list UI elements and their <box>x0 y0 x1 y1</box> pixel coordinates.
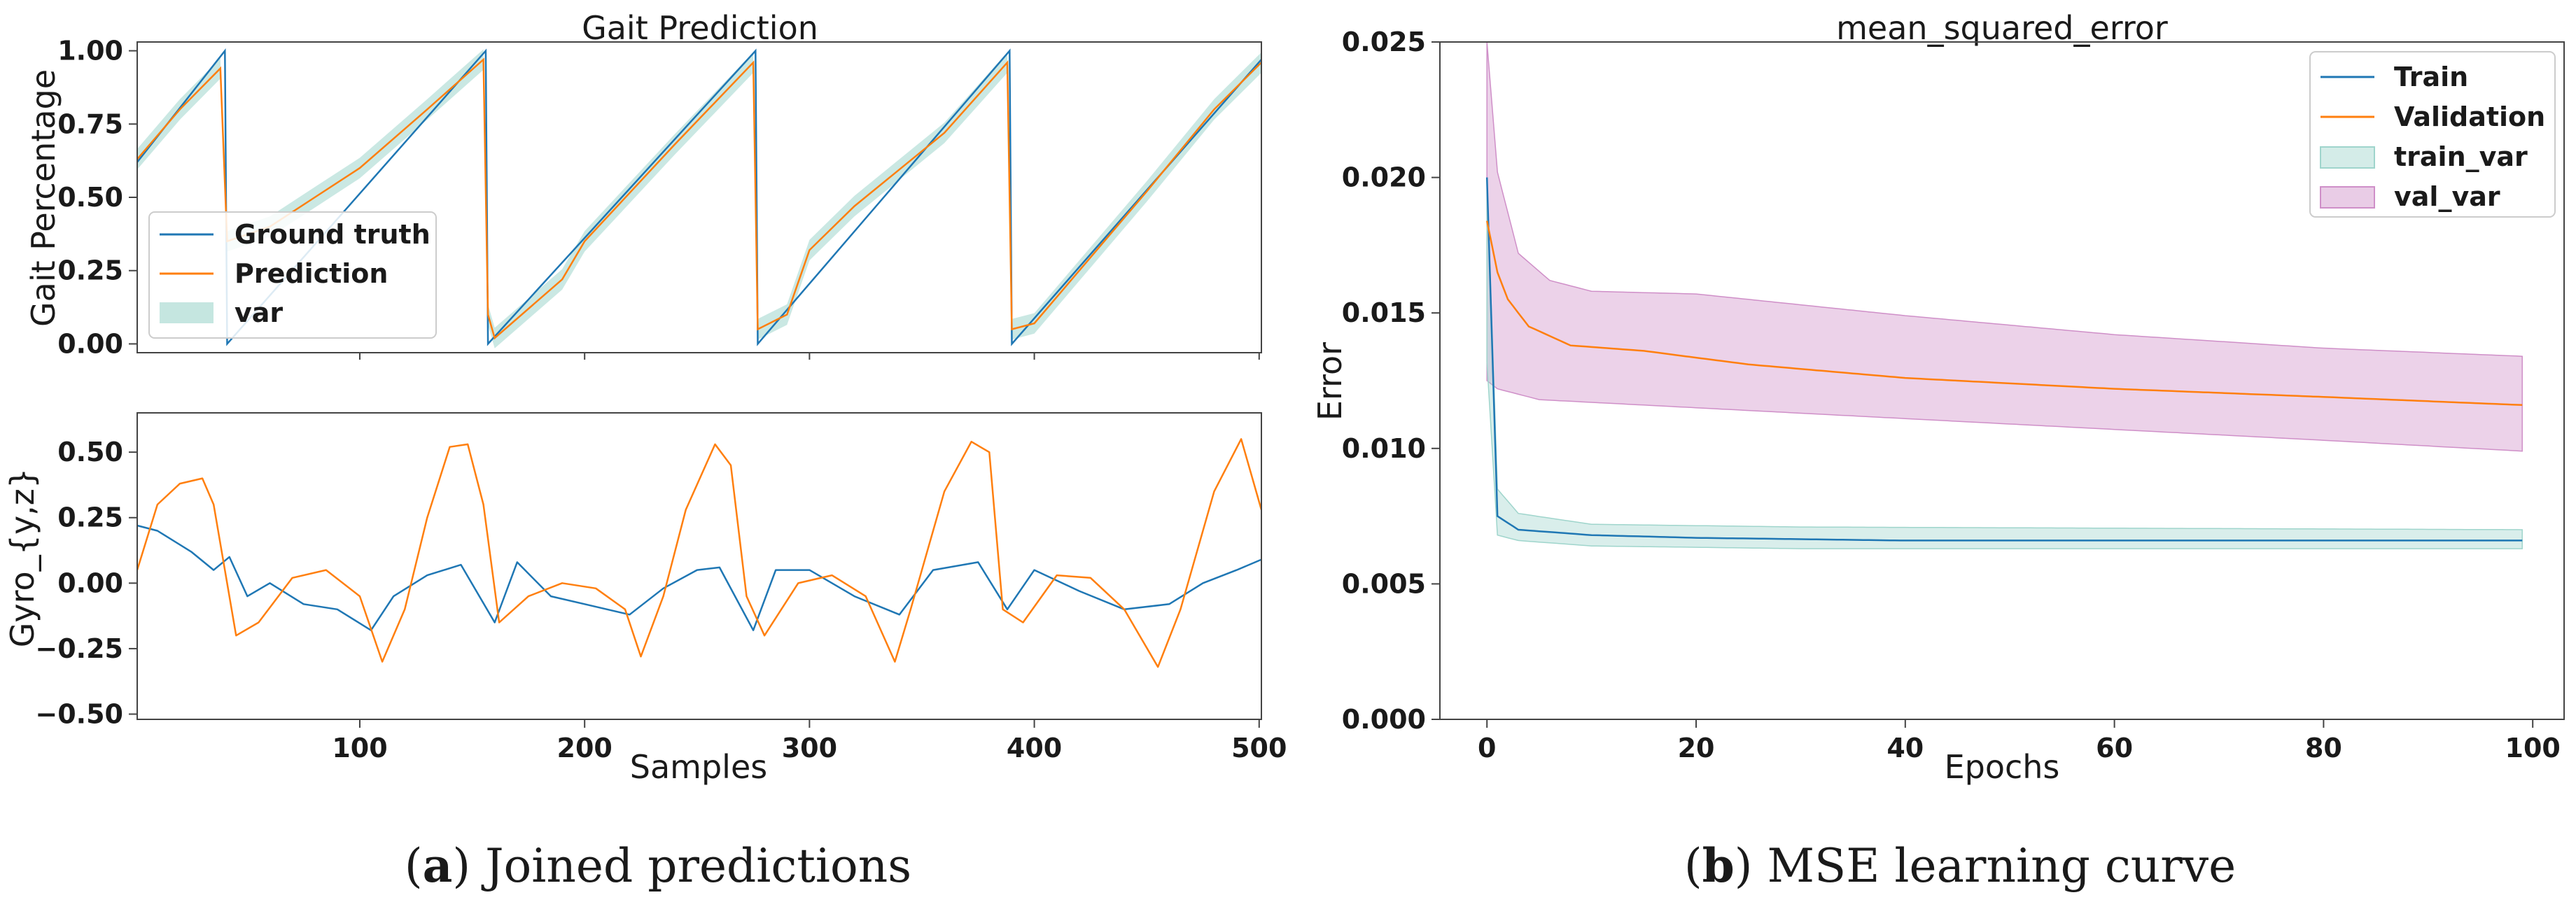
gyro-y-line <box>136 524 1262 631</box>
gyro-series-layer <box>136 438 1263 668</box>
y-tick-label: 0.000 <box>1342 704 1426 735</box>
y-tick-label: 0.50 <box>57 182 123 213</box>
y-tick-label: 0.00 <box>57 328 123 359</box>
gyro-axes-frame <box>136 412 1262 720</box>
x-tick-label: 0 <box>1478 733 1496 763</box>
gyro-plot: Gyro_{y,z} Samples −0.50 −0.25 0.00 0.25 0.5… <box>4 412 1287 786</box>
y-tick-label: 0.020 <box>1342 162 1426 193</box>
gait-legend: Ground truth Prediction var <box>148 211 437 339</box>
legend-label-train: Train <box>2394 62 2468 92</box>
gait-plot-title: Gait Prediction <box>582 9 818 47</box>
legend-label-train-var: train_var <box>2394 141 2528 172</box>
mse-legend-box <box>2309 51 2556 218</box>
y-tick-label: 0.00 <box>57 568 123 598</box>
y-tick-label: 0.75 <box>57 108 123 139</box>
mse-xlabel: Epochs <box>1945 748 2060 786</box>
mse-plot-title: mean_squared_error <box>1836 9 2168 47</box>
validation-line <box>1485 220 2523 407</box>
caption-a-text: ) Joined predictions <box>452 839 911 893</box>
legend-swatch-var <box>160 302 214 323</box>
gyro-z-line <box>136 438 1263 668</box>
caption-a-open: ( <box>405 839 423 893</box>
x-tick-label: 60 <box>2096 733 2133 763</box>
gyro-x-ticks: 100 200 300 400 500 <box>332 719 1287 763</box>
val-var-band <box>1486 41 2523 452</box>
gyro-ylabel: Gyro_{y,z} <box>4 468 41 647</box>
y-tick-label: −0.25 <box>35 633 123 664</box>
legend-label-prediction: Prediction <box>234 258 388 289</box>
gait-prediction-plot: Gait Prediction Gait Percentage 0.00 0.25… <box>24 9 1262 360</box>
gyro-xlabel: Samples <box>630 748 767 786</box>
gait-x-ticks <box>358 353 1260 360</box>
legend-swatch-val-var <box>2320 186 2375 209</box>
legend-label-ground-truth: Ground truth <box>234 219 430 250</box>
legend-label-val-var: val_var <box>2394 181 2500 212</box>
y-tick-label: 0.25 <box>57 502 123 533</box>
caption-b-letter: b <box>1702 838 1735 893</box>
x-tick-label: 20 <box>1678 733 1715 763</box>
caption-a-letter: a <box>423 838 453 893</box>
y-tick-label: 1.00 <box>57 36 123 66</box>
caption-b-open: ( <box>1684 839 1702 893</box>
gait-ylabel: Gait Percentage <box>24 69 62 327</box>
y-tick-label: 0.010 <box>1342 433 1426 464</box>
gait-axes-frame <box>136 41 1262 353</box>
legend-swatch-train-var <box>2320 146 2375 169</box>
x-tick-label: 100 <box>332 733 387 763</box>
x-tick-label: 400 <box>1007 733 1062 763</box>
mse-y-ticks: 0.000 0.005 0.010 0.015 0.020 0.025 <box>1342 27 1440 735</box>
legend-label-var: var <box>234 297 283 328</box>
x-tick-label: 40 <box>1886 733 1924 763</box>
y-tick-label: 0.025 <box>1342 27 1426 57</box>
y-tick-label: −0.50 <box>35 699 123 730</box>
mse-band-layer <box>1486 41 2523 549</box>
gait-var-band-layer <box>137 49 1261 348</box>
x-tick-label: 300 <box>782 733 837 763</box>
x-tick-label: 80 <box>2305 733 2342 763</box>
y-tick-label: 0.50 <box>57 437 123 467</box>
gait-var-band <box>137 49 1261 348</box>
x-tick-label: 200 <box>557 733 612 763</box>
y-tick-label: 0.005 <box>1342 568 1426 599</box>
train-line <box>1485 177 2523 542</box>
caption-b: (b) MSE learning curve <box>1684 838 2236 893</box>
gait-y-ticks: 0.00 0.25 0.50 0.75 1.00 <box>57 36 137 359</box>
x-tick-label: 500 <box>1231 733 1287 763</box>
mse-legend: Train Validation train_var val_var <box>2309 51 2556 218</box>
legend-label-validation: Validation <box>2394 101 2545 132</box>
mse-ylabel: Error <box>1311 342 1349 421</box>
gait-legend-box <box>148 211 437 339</box>
mse-series-layer <box>1485 177 2523 542</box>
caption-a: (a) Joined predictions <box>405 838 911 893</box>
caption-b-text: ) MSE learning curve <box>1735 839 2236 893</box>
y-tick-label: 0.25 <box>57 255 123 286</box>
mse-learning-curve-plot: mean_squared_error Error Epochs 0.0000.0… <box>1311 9 2565 786</box>
y-tick-label: 0.015 <box>1342 297 1426 328</box>
x-tick-label: 100 <box>2505 733 2561 763</box>
train-var-band <box>1486 177 2523 549</box>
mse-axes-frame <box>1439 41 2565 720</box>
mse-x-ticks: 0 20 40 60 80 100 <box>1478 719 2561 763</box>
gyro-y-ticks: −0.50 −0.25 0.00 0.25 0.50 <box>35 437 137 730</box>
